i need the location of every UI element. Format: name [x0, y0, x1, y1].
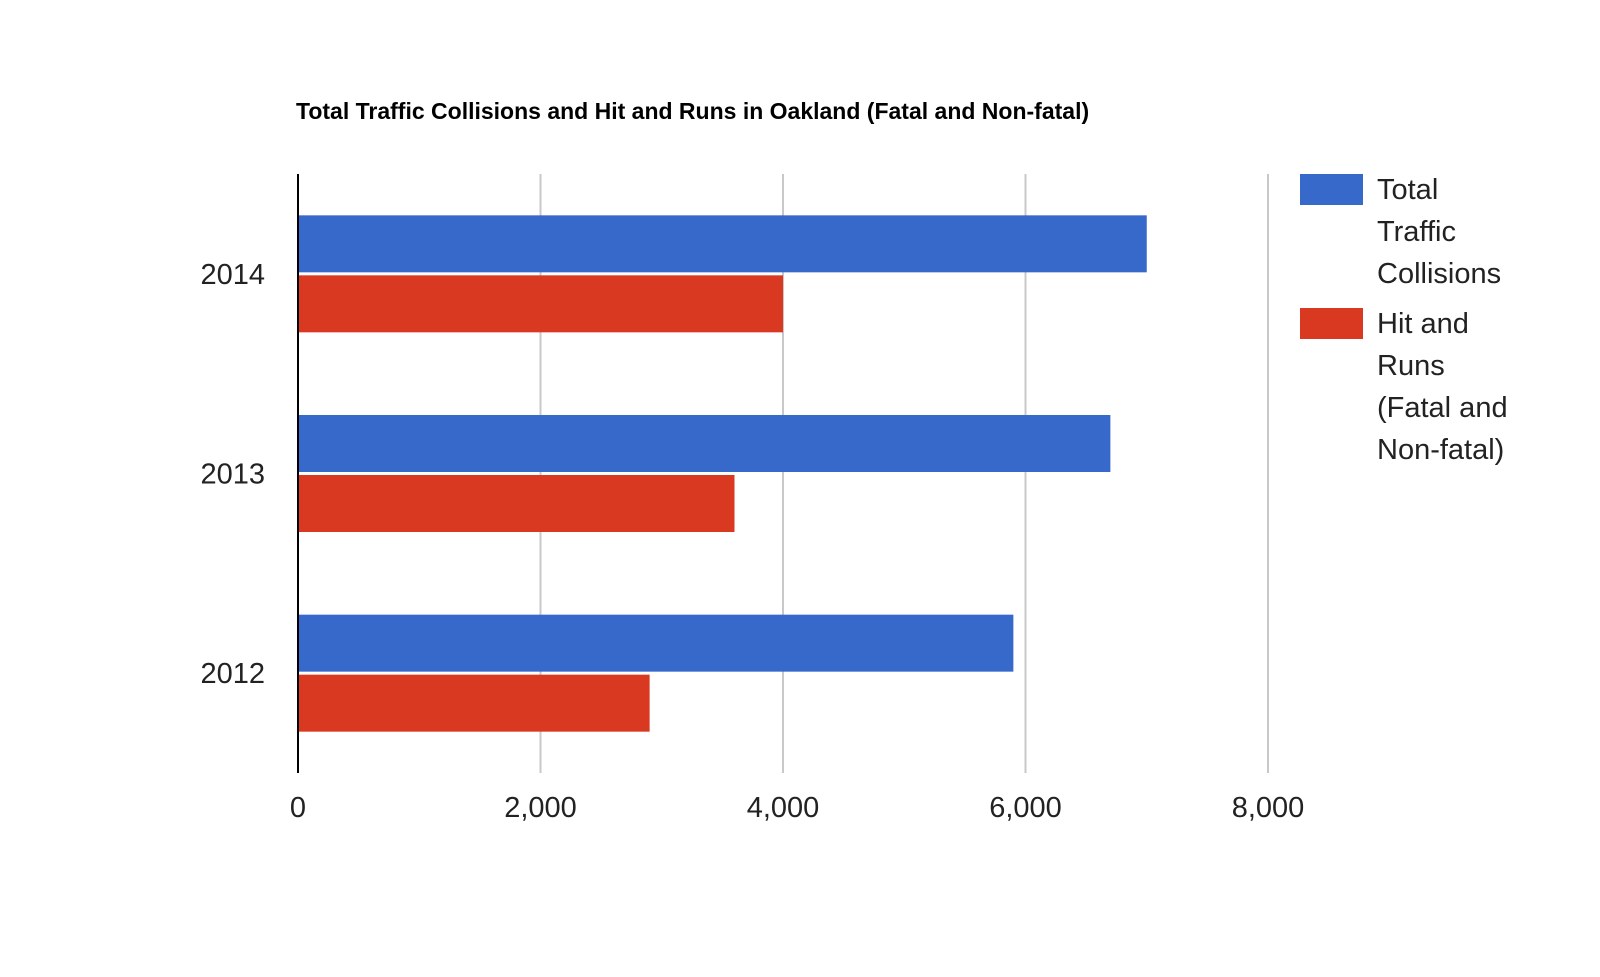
legend-label: Traffic	[1377, 216, 1456, 248]
bar-2013-series-0	[298, 415, 1111, 472]
x-tick-label: 8,000	[1232, 792, 1305, 824]
x-tick-label: 2,000	[504, 792, 577, 824]
legend-label: Collisions	[1377, 258, 1501, 290]
y-category-label: 2012	[200, 658, 265, 690]
legend-swatch	[1300, 174, 1363, 205]
gridlines	[539, 174, 1269, 773]
legend-label: (Fatal and	[1377, 392, 1508, 424]
bar-2012-series-1	[298, 674, 650, 732]
legend-swatch	[1300, 308, 1363, 339]
bar-2013-series-1	[298, 475, 735, 532]
legend-label: Total	[1377, 174, 1438, 206]
x-tick-label: 0	[290, 792, 306, 824]
legend: Total Traffic Collisions Hit and Runs (Fatal …	[1300, 174, 1508, 466]
legend-label: Hit and	[1377, 308, 1469, 340]
bar-2014-series-0	[298, 215, 1147, 273]
legend-label: Runs	[1377, 350, 1445, 382]
y-category-label: 2013	[200, 459, 265, 491]
x-axis-ticks: 0 2,000 4,000 6,000 8,000	[290, 792, 1304, 824]
chart-title: Total Traffic Collisions and Hit and Run…	[296, 98, 1089, 124]
bar-2014-series-1	[298, 275, 783, 333]
bars	[298, 215, 1147, 732]
x-tick-label: 4,000	[747, 792, 820, 824]
legend-label: Non-fatal)	[1377, 434, 1504, 466]
y-category-label: 2014	[200, 259, 265, 291]
y-axis-categories: 2014 2013 2012	[200, 259, 265, 690]
bar-2012-series-0	[298, 614, 1014, 672]
x-tick-label: 6,000	[989, 792, 1062, 824]
